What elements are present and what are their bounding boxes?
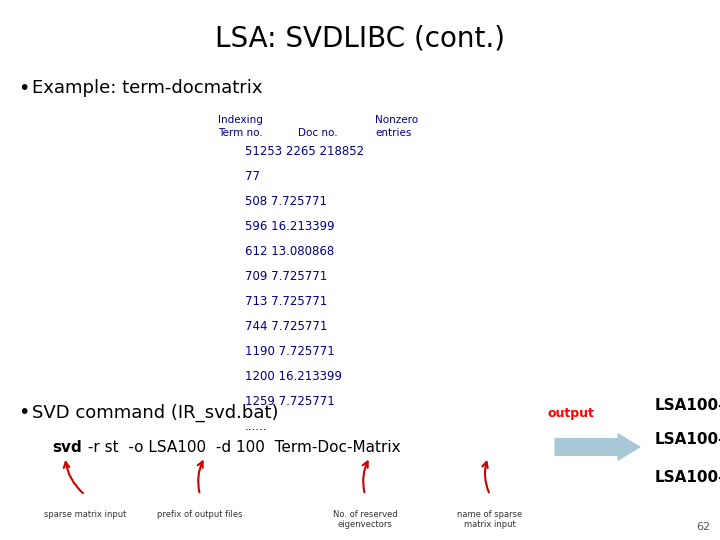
Text: 1190 7.725771: 1190 7.725771 [245,345,335,358]
Text: LSA: SVDLIBC (cont.): LSA: SVDLIBC (cont.) [215,24,505,52]
Text: prefix of output files: prefix of output files [157,510,243,519]
Text: 744 7.725771: 744 7.725771 [245,320,328,333]
Text: Indexing: Indexing [218,115,263,125]
Text: 1200 16.213399: 1200 16.213399 [245,370,342,383]
Text: output: output [548,407,595,420]
Text: LSA100-Ut: LSA100-Ut [655,397,720,413]
Text: entries: entries [375,128,411,138]
Text: sparse matrix input: sparse matrix input [44,510,126,519]
Text: SVD command (IR_svd.bat): SVD command (IR_svd.bat) [32,404,279,422]
Text: 596 16.213399: 596 16.213399 [245,220,335,233]
Text: •: • [18,78,30,98]
Text: 612 13.080868: 612 13.080868 [245,245,334,258]
Text: 709 7.725771: 709 7.725771 [245,270,328,283]
Text: Term no.: Term no. [218,128,263,138]
Text: ......: ...... [245,420,268,433]
Text: 62: 62 [696,522,710,532]
Text: -r st  -o LSA100  -d 100  Term-Doc-Matrix: -r st -o LSA100 -d 100 Term-Doc-Matrix [83,440,400,455]
Text: •: • [18,403,30,422]
Text: svd: svd [52,440,82,455]
Text: 1259 7.725771: 1259 7.725771 [245,395,335,408]
Text: Doc no.: Doc no. [298,128,338,138]
Text: 51253 2265 218852: 51253 2265 218852 [245,145,364,158]
Text: Example: term-docmatrix: Example: term-docmatrix [32,79,263,97]
Text: 713 7.725771: 713 7.725771 [245,295,328,308]
Text: No. of reserved
eigenvectors: No. of reserved eigenvectors [333,510,397,529]
Text: Nonzero: Nonzero [375,115,418,125]
Text: LSA100-S: LSA100-S [655,433,720,448]
Text: 77: 77 [245,170,260,183]
Text: name of sparse
matrix input: name of sparse matrix input [457,510,523,529]
Text: 508 7.725771: 508 7.725771 [245,195,327,208]
Text: LSA100-Vt: LSA100-Vt [655,470,720,485]
FancyArrow shape [555,434,640,460]
